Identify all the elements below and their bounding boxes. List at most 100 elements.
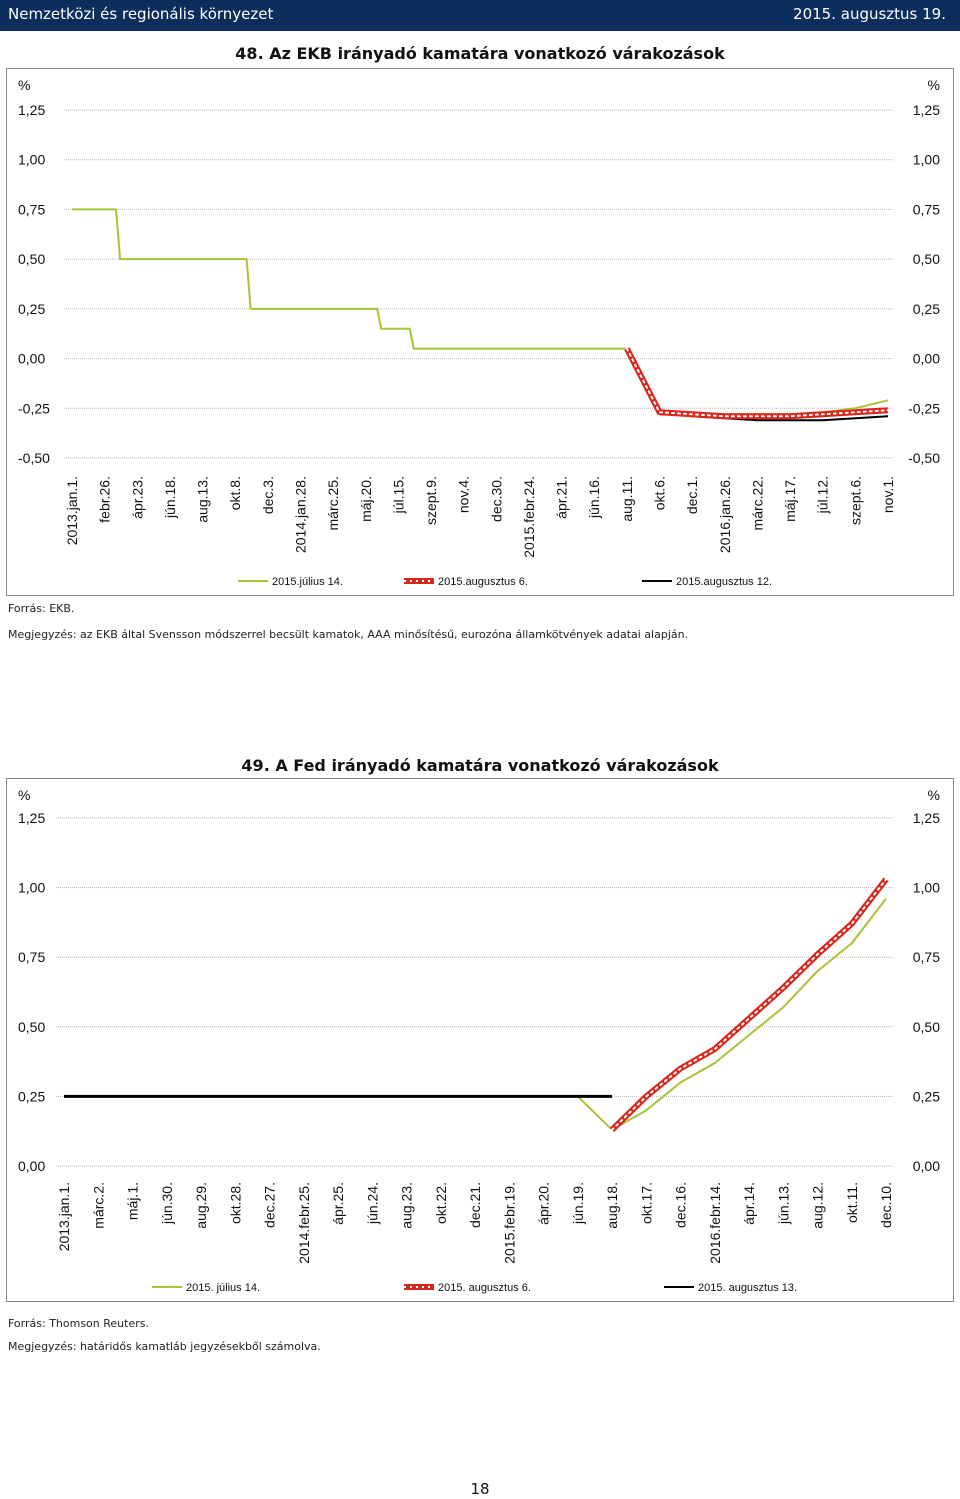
- chart48-xtick: jún.16.: [586, 476, 602, 519]
- chart48-xtick: júl.15.: [390, 476, 406, 514]
- chart48-xtick: dec.30.: [488, 476, 504, 522]
- chart48-xtick: szept.9.: [423, 476, 439, 525]
- chart49-xtick: jún.19.: [570, 1182, 586, 1225]
- chart48-ytick-right: 1,00: [913, 152, 940, 168]
- chart49-xtick: aug.29.: [193, 1182, 209, 1229]
- chart48-source: Forrás: EKB.: [8, 602, 75, 615]
- chart49-ytick-left: 0,75: [18, 949, 45, 965]
- chart49-note: Megjegyzés: határidős kamatláb jegyzések…: [8, 1340, 321, 1353]
- chart49-xtick: okt.17.: [638, 1182, 654, 1224]
- chart48-xtick: okt.6.: [652, 476, 668, 510]
- chart48-xtick: 2013.jan.1.: [64, 476, 80, 545]
- chart48-xtick: okt.8.: [227, 476, 243, 510]
- chart49-frame: [6, 778, 954, 1302]
- chart48-xtick: márc.22.: [749, 476, 765, 530]
- chart48-ytick-left: -0,50: [18, 450, 50, 466]
- chart48-xtick: dec.3.: [260, 476, 276, 514]
- chart48-xtick: szept.6.: [847, 476, 863, 525]
- chart48-frame: [6, 68, 954, 596]
- chart49-xtick: máj.1.: [125, 1182, 141, 1220]
- chart48-xtick: jún.18.: [162, 476, 178, 519]
- chart49-ytick-left: 0,25: [18, 1088, 45, 1104]
- chart48-ytick-left: -0,25: [18, 400, 50, 416]
- chart49-unit-right: %: [928, 787, 940, 803]
- chart48-plot: 1,25 1,25 1,00 1,00 0,75 0,75 0,50 0,50 0,25 0,25…: [18, 77, 940, 588]
- chart48-xtick: máj.17.: [782, 476, 798, 522]
- chart48-legend-label: 2015.augusztus 12.: [676, 576, 772, 588]
- chart49-xtick: okt.22.: [433, 1182, 449, 1224]
- chart49-xtick: dec.21.: [467, 1182, 483, 1228]
- chart49-xtick: jún.24.: [364, 1182, 380, 1225]
- chart48-xtick: aug.13.: [195, 476, 211, 523]
- chart49-xtick: ápr.20.: [536, 1182, 552, 1225]
- chart48-series-0-line: [72, 208, 889, 416]
- chart48-xtick: júl.12.: [815, 476, 831, 514]
- chart48-xtick: febr.26.: [97, 476, 113, 523]
- chart48-ytick-right: 0,75: [913, 201, 940, 217]
- chart48-xtick: ápr.21.: [554, 476, 570, 519]
- chart49-xtick: okt.28.: [227, 1182, 243, 1224]
- chart49-xtick: 2016.febr.14.: [707, 1182, 723, 1264]
- chart49-unit-left: %: [18, 787, 30, 803]
- chart48-unit-right: %: [928, 77, 940, 93]
- chart48-ytick-left: 1,00: [18, 152, 45, 168]
- chart49-xtick: 2014.febr.25.: [296, 1182, 312, 1264]
- chart49-ytick-right: 0,50: [913, 1019, 940, 1035]
- header-date: 2015. augusztus 19.: [793, 5, 946, 23]
- chart49-xtick: ápr.25.: [330, 1182, 346, 1225]
- chart48-legend-label: 2015.augusztus 6.: [438, 576, 528, 588]
- chart49-ytick-left: 0,00: [18, 1158, 45, 1174]
- chart49-legend-label: 2015. augusztus 6.: [438, 1282, 531, 1294]
- chart49-xtick: jún.13.: [775, 1182, 791, 1225]
- chart48-xtick: 2014.jan.28.: [292, 476, 308, 553]
- chart49-source: Forrás: Thomson Reuters.: [8, 1317, 149, 1330]
- chart48-xtick: nov.1.: [880, 476, 896, 513]
- chart49-ytick-left: 1,25: [18, 810, 45, 826]
- chart49-ytick-right: 0,00: [913, 1158, 940, 1174]
- chart48-ytick-left: 0,00: [18, 351, 45, 367]
- chart48-ytick-right: -0,25: [908, 400, 940, 416]
- chart49-xtick: dec.16.: [673, 1182, 689, 1228]
- chart49-series-1-line: [609, 877, 889, 1132]
- section-title: Nemzetközi és regionális környezet: [8, 5, 274, 23]
- chart48-ytick-left: 0,50: [18, 251, 45, 267]
- chart49-xtick: ápr.14.: [741, 1182, 757, 1225]
- chart49-ytick-left: 0,50: [18, 1019, 45, 1035]
- chart49-xtick: aug.18.: [604, 1182, 620, 1229]
- chart49-xtick: dec.10.: [878, 1182, 894, 1228]
- chart48-xtick: ápr.23.: [129, 476, 145, 519]
- chart48-ytick-left: 0,25: [18, 301, 45, 317]
- chart49-xtick: aug.12.: [810, 1182, 826, 1229]
- chart49-legend-label: 2015. július 14.: [186, 1282, 260, 1294]
- page-number: 18: [470, 1480, 490, 1498]
- chart49-xtick: 2015.febr.19.: [501, 1182, 517, 1264]
- chart49-xtick: okt.11.: [844, 1182, 860, 1223]
- chart48-xtick: márc.25.: [325, 476, 341, 530]
- chart48-ytick-right: -0,50: [908, 450, 940, 466]
- chart49-legend-label: 2015. augusztus 13.: [698, 1282, 797, 1294]
- chart48-ytick-right: 0,50: [913, 251, 940, 267]
- chart49-xtick: márc.2.: [90, 1182, 106, 1229]
- chart48-xtick: 2016.jan.26.: [717, 476, 733, 553]
- chart48-unit-left: %: [18, 77, 30, 93]
- chart49-xtick: 2013.jan.1.: [56, 1182, 72, 1251]
- chart49-series-1-dots: [611, 878, 887, 1131]
- chart48-series-1-dots: [625, 347, 889, 418]
- chart48-xtick: dec.1.: [684, 476, 700, 514]
- chart49-xtick: aug.23.: [399, 1182, 415, 1229]
- chart48-note: Megjegyzés: az EKB által Svensson módsze…: [8, 628, 689, 641]
- chart48-xtick: aug.11.: [619, 476, 635, 522]
- chart49-title: 49. A Fed irányadó kamatára vonatkozó vá…: [241, 756, 719, 775]
- chart49-ytick-right: 1,00: [913, 880, 940, 896]
- chart48-ytick-right: 0,25: [913, 301, 940, 317]
- page-header: Nemzetközi és regionális környezet 2015.…: [0, 0, 960, 31]
- chart48-ytick-right: 0,00: [913, 351, 940, 367]
- chart48-ytick-left: 0,75: [18, 201, 45, 217]
- chart48-title: 48. Az EKB irányadó kamatára vonatkozó v…: [235, 44, 725, 63]
- chart49-xtick: jún.30.: [159, 1182, 175, 1225]
- chart48-ytick-left: 1,25: [18, 102, 45, 118]
- chart48-xtick: máj.20.: [358, 476, 374, 522]
- chart49-ytick-right: 0,25: [913, 1088, 940, 1104]
- chart49-ytick-right: 0,75: [913, 949, 940, 965]
- chart48-xtick: nov.4.: [456, 476, 472, 513]
